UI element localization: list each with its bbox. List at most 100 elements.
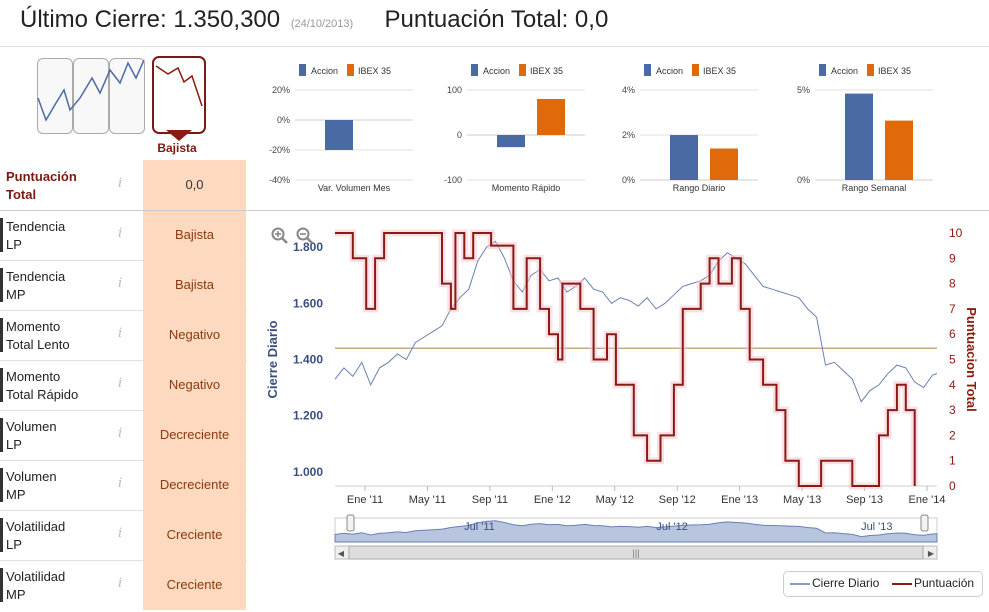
y-tick-label: 2%	[622, 130, 635, 140]
scroll-right-icon[interactable]: ▶	[928, 549, 935, 558]
y-right-tick-label: 1	[949, 454, 956, 468]
mini-chart-2: Accion IBEX 35 100 0 -100 Momento Rápido	[444, 64, 585, 193]
trend-option-bajista[interactable]	[152, 56, 206, 134]
y-right-tick-label: 2	[949, 428, 956, 442]
x-axis-label: Momento Rápido	[492, 183, 561, 193]
y-tick-label: 100	[447, 85, 462, 95]
legend-swatch-accion	[471, 64, 478, 76]
info-icon[interactable]: i	[118, 476, 123, 491]
mini-chart-legend: Accion IBEX 35	[299, 64, 391, 76]
metric-row-volumen-mp: Volumen MP i Decreciente	[0, 460, 247, 511]
metric-value: Creciente	[143, 560, 246, 610]
info-icon[interactable]: i	[118, 226, 123, 241]
legend-label-accion: Accion	[831, 66, 858, 76]
legend-swatch-ibex	[867, 64, 874, 76]
legend-cierre[interactable]: Cierre Diario	[812, 576, 880, 590]
y-left-axis-title: Cierre Diario	[265, 320, 280, 398]
trend-option-1[interactable]	[37, 58, 73, 134]
legend-swatch-accion	[299, 64, 306, 76]
metric-label: Momento Total Lento	[6, 319, 70, 352]
y-right-tick-label: 6	[949, 327, 956, 341]
legend-label-accion: Accion	[311, 66, 338, 76]
x-axis-label: Rango Semanal	[842, 183, 907, 193]
metric-row-volatilidad-mp: Volatilidad MP i Creciente	[0, 560, 247, 610]
metric-value: Negativo	[143, 360, 246, 410]
metric-row-tendencia-lp: Tendencia LP i Bajista	[0, 210, 247, 261]
info-icon[interactable]: i	[118, 426, 123, 441]
metric-value: Decreciente	[143, 460, 246, 510]
y-right-tick-label: 10	[949, 226, 963, 240]
x-tick-label: May '11	[409, 494, 446, 506]
metric-label: Puntuación Total	[6, 169, 77, 202]
scrollbar-thumb[interactable]	[348, 545, 924, 560]
y-right-tick-label: 5	[949, 353, 956, 367]
info-icon[interactable]: i	[118, 176, 123, 191]
cierre-date: (24/10/2013)	[290, 18, 354, 30]
legend-label-ibex: IBEX 35	[703, 66, 736, 76]
x-axis-label: Var. Volumen Mes	[318, 183, 391, 193]
total-label: Puntuación Total:	[384, 6, 569, 33]
info-icon[interactable]: i	[118, 276, 123, 291]
y-tick-label: 0%	[622, 175, 635, 185]
legend-swatch-ibex	[347, 64, 354, 76]
y-right-tick-label: 7	[949, 302, 956, 316]
metric-value: Creciente	[143, 510, 246, 560]
legend-label-accion: Accion	[483, 66, 510, 76]
x-tick-label: Ene '14	[909, 494, 946, 506]
metric-value: 0,0	[143, 160, 246, 210]
bar-ibex	[710, 148, 738, 180]
x-tick-label: May '12	[596, 494, 634, 506]
info-icon[interactable]: i	[118, 376, 123, 391]
series-cierre-diario	[334, 240, 938, 403]
y-left-tick-label: 1.600	[293, 296, 323, 310]
y-left-tick-label: 1.200	[293, 409, 323, 423]
y-right-tick-label: 8	[949, 277, 956, 291]
trend-option-2[interactable]	[73, 58, 109, 134]
legend-swatch-ibex	[692, 64, 699, 76]
metric-row-tendencia-mp: Tendencia MP i Bajista	[0, 260, 247, 311]
x-tick-label: Sep '13	[846, 494, 883, 506]
mini-bar-charts: Accion IBEX 35 20% 0% -20% -40% Var. Volumen M…	[269, 64, 933, 193]
x-tick-label: Ene '12	[534, 494, 571, 506]
metric-label: Volumen MP	[6, 469, 57, 502]
metric-row-puntuacion-total: Puntuación Total i 0,0	[0, 160, 247, 211]
info-icon[interactable]: i	[118, 576, 123, 591]
bar-accion	[670, 135, 698, 180]
metric-row-volumen-lp: Volumen LP i Decreciente	[0, 410, 247, 461]
navigator-handle[interactable]	[920, 514, 929, 532]
x-tick-label: May '13	[783, 494, 821, 506]
navigator-handle[interactable]	[346, 514, 355, 532]
legend-puntuacion[interactable]: Puntuación	[914, 576, 975, 590]
y-right-axis-title: Puntuacion Total	[964, 307, 979, 411]
y-left-tick-label: 1.800	[293, 240, 323, 254]
main-chart-legend: Cierre Diario Puntuación	[783, 571, 983, 597]
mini-chart-legend: Accion IBEX 35	[819, 64, 911, 76]
zoom-out-icon[interactable]	[296, 227, 314, 245]
legend-label-ibex: IBEX 35	[530, 66, 563, 76]
legend-label-ibex: IBEX 35	[358, 66, 391, 76]
x-tick-label: Ene '11	[347, 494, 383, 506]
x-axis-label: Rango Diario	[673, 183, 726, 193]
y-left-tick-label: 1.400	[293, 353, 323, 367]
cierre-label: Último Cierre:	[20, 6, 167, 33]
scroll-left-icon[interactable]: ◀	[338, 549, 345, 558]
x-tick-label: Sep '12	[659, 494, 696, 506]
info-icon[interactable]: i	[118, 526, 123, 541]
trend-selected-label: Bajista	[157, 141, 197, 155]
bar-ibex	[885, 120, 913, 180]
header-title: Último Cierre: 1.350,300 (24/10/2013) Pu…	[20, 6, 608, 34]
y-tick-label: -40%	[269, 175, 290, 185]
info-icon[interactable]: i	[118, 326, 123, 341]
series-puntuacion-glow	[335, 229, 919, 490]
metric-value: Negativo	[143, 310, 246, 360]
y-tick-label: 5%	[797, 85, 810, 95]
metric-row-momento-rapido: Momento Total Rápido i Negativo	[0, 360, 247, 411]
mini-chart-legend: Accion IBEX 35	[644, 64, 736, 76]
legend-label-ibex: IBEX 35	[878, 66, 911, 76]
y-tick-label: -20%	[269, 145, 290, 155]
navigator-label: Jul '13	[861, 521, 892, 533]
y-tick-label: -100	[444, 175, 462, 185]
x-tick-label: Ene '13	[721, 494, 758, 506]
metric-value: Bajista	[143, 210, 246, 260]
zoom-in-icon[interactable]	[271, 227, 289, 245]
